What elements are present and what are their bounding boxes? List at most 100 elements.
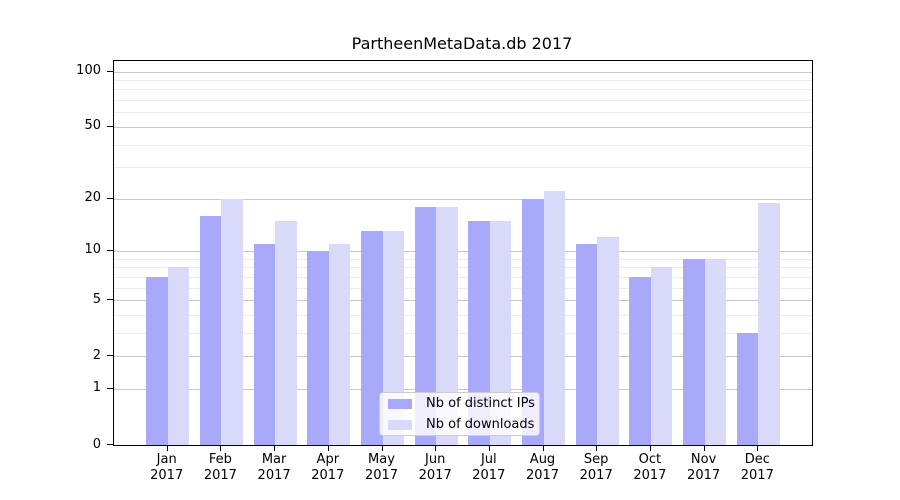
minor-gridline <box>114 100 812 101</box>
x-axis-tick-mark <box>596 445 598 451</box>
x-axis-tick-year: 2017 <box>472 468 506 483</box>
y-axis-tick-label: 10 <box>84 242 101 258</box>
bar-may-downloads <box>382 231 404 445</box>
major-gridline <box>114 198 812 200</box>
x-axis-tick-label: Jan 2017 <box>137 452 197 484</box>
x-axis-tick-label: Mar 2017 <box>244 452 304 484</box>
legend-item-downloads: Nb of downloads <box>388 417 535 432</box>
x-axis-tick-mark <box>274 445 276 451</box>
legend-label-downloads: Nb of downloads <box>426 417 535 432</box>
bar-may-distinct-ips <box>361 231 383 445</box>
legend-item-distinct-ips: Nb of distinct IPs <box>388 396 535 411</box>
y-axis-tick-mark <box>107 125 113 127</box>
major-gridline <box>114 250 812 252</box>
y-axis-tick-mark <box>107 387 113 389</box>
legend-label-distinct-ips: Nb of distinct IPs <box>426 396 535 411</box>
legend: Nb of distinct IPs Nb of downloads <box>379 392 540 436</box>
y-axis-tick-label: 50 <box>84 118 101 134</box>
chart-title: PartheenMetaData.db 2017 <box>351 34 573 53</box>
x-axis-tick-year: 2017 <box>364 468 399 483</box>
y-axis-tick-label: 5 <box>92 291 101 307</box>
bar-jun-distinct-ips <box>414 206 437 445</box>
plot-area <box>113 60 813 446</box>
major-gridline <box>114 356 812 358</box>
bar-sep-distinct-ips <box>575 243 598 445</box>
bar-dec-distinct-ips <box>736 332 759 445</box>
bar-sep-downloads <box>597 237 619 445</box>
bar-jan-downloads <box>167 267 190 445</box>
x-axis-tick-year: 2017 <box>633 468 667 483</box>
minor-gridline <box>114 112 812 114</box>
minor-gridline <box>114 332 812 334</box>
legend-swatch-downloads <box>388 419 412 430</box>
x-axis-tick-year: 2017 <box>418 468 452 483</box>
y-axis-tick-mark <box>107 355 113 357</box>
x-axis-tick-mark <box>542 445 544 451</box>
y-axis-tick-mark <box>107 444 113 445</box>
y-axis-tick-mark <box>107 299 113 300</box>
major-gridline <box>114 388 812 390</box>
x-axis-tick-year: 2017 <box>525 468 560 483</box>
minor-gridline <box>114 89 812 91</box>
y-axis-tick-mark <box>107 197 113 199</box>
minor-gridline <box>114 167 812 169</box>
y-axis-tick-mark <box>107 70 113 72</box>
bar-aug-distinct-ips <box>522 198 544 445</box>
x-axis-tick-mark <box>435 445 437 451</box>
bar-jan-distinct-ips <box>146 276 168 445</box>
x-axis-tick-year: 2017 <box>257 468 291 483</box>
bar-oct-distinct-ips <box>629 276 651 445</box>
x-axis-tick-mark <box>166 445 168 451</box>
x-axis-tick-year: 2017 <box>150 468 184 483</box>
minor-gridline <box>114 144 812 146</box>
y-axis-tick-mark <box>107 249 113 251</box>
x-axis-tick-label: Apr 2017 <box>298 452 358 484</box>
x-axis-tick-mark <box>488 445 490 451</box>
x-axis-tick-mark <box>327 445 329 451</box>
bar-oct-downloads <box>650 267 673 445</box>
bar-apr-downloads <box>328 243 351 445</box>
legend-swatch-distinct-ips <box>388 398 412 409</box>
bar-jun-downloads <box>436 206 458 445</box>
x-axis-tick-label: Nov 2017 <box>674 452 734 484</box>
x-axis-tick-label: Sep 2017 <box>566 452 626 484</box>
bar-dec-downloads <box>758 202 780 445</box>
x-axis-tick-year: 2017 <box>579 468 613 483</box>
bar-feb-downloads <box>221 198 243 445</box>
minor-gridline <box>114 79 812 81</box>
minor-gridline <box>114 258 812 260</box>
y-axis-tick-label: 2 <box>92 347 101 363</box>
x-axis-tick-mark <box>381 445 383 451</box>
x-axis-tick-label: Oct 2017 <box>620 452 680 484</box>
x-axis-tick-mark <box>703 445 705 451</box>
major-gridline <box>114 71 812 73</box>
y-axis-tick-label: 1 <box>92 380 101 396</box>
x-axis-tick-year: 2017 <box>203 468 237 483</box>
minor-gridline <box>114 267 812 269</box>
bar-feb-distinct-ips <box>199 215 222 445</box>
bar-nov-downloads <box>704 258 727 445</box>
minor-gridline <box>114 287 812 289</box>
minor-gridline <box>114 276 812 278</box>
bar-apr-distinct-ips <box>307 250 329 445</box>
minor-gridline <box>114 314 812 316</box>
bar-nov-distinct-ips <box>683 258 705 445</box>
x-axis-tick-label: Aug 2017 <box>513 452 573 484</box>
bar-jul-downloads <box>489 220 512 445</box>
bar-jul-distinct-ips <box>468 220 490 445</box>
bar-aug-downloads <box>543 191 565 445</box>
x-axis-tick-label: Jun 2017 <box>405 452 465 484</box>
bar-mar-distinct-ips <box>253 243 276 445</box>
x-axis-tick-year: 2017 <box>740 468 774 483</box>
x-axis-tick-mark <box>757 445 759 451</box>
x-axis-tick-mark <box>220 445 222 451</box>
x-axis-tick-year: 2017 <box>311 468 345 483</box>
major-gridline <box>114 126 812 128</box>
major-gridline <box>114 300 812 301</box>
y-axis-tick-label: 20 <box>84 190 101 206</box>
y-axis-tick-label: 0 <box>92 436 101 452</box>
bar-mar-downloads <box>275 220 297 445</box>
x-axis-tick-label: Jul 2017 <box>459 452 519 484</box>
x-axis-tick-year: 2017 <box>687 468 721 483</box>
x-axis-tick-label: May 2017 <box>352 452 412 484</box>
